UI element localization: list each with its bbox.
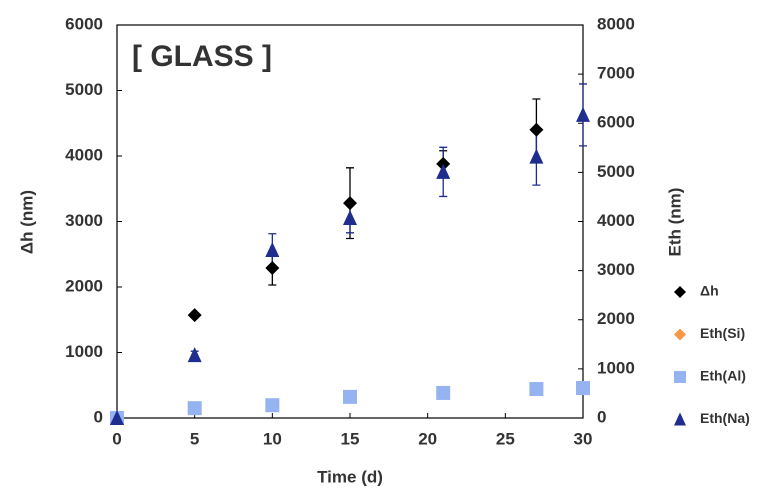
- y2-tick-label: 6000: [597, 113, 635, 132]
- y-tick-label: 1000: [65, 342, 103, 361]
- y2-axis-label: Eth (nm): [665, 188, 684, 257]
- y2-tick-label: 0: [597, 407, 606, 426]
- y-tick-label: 5000: [65, 80, 103, 99]
- marker: [436, 163, 451, 179]
- legend-label: Eth(Na): [700, 410, 750, 426]
- legend-label: Eth(Al): [700, 368, 746, 384]
- x-tick-label: 25: [496, 429, 515, 448]
- marker: [436, 385, 451, 400]
- x-tick-label: 15: [341, 429, 360, 448]
- y2-tick-label: 2000: [597, 309, 635, 328]
- marker: [529, 382, 544, 397]
- legend-marker: [674, 286, 686, 298]
- y2-tick-label: 8000: [597, 14, 635, 33]
- annotation: [ GLASS ]: [132, 40, 272, 73]
- marker: [265, 261, 280, 276]
- legend-label: Eth(Si): [700, 325, 745, 341]
- marker: [187, 308, 202, 323]
- marker: [529, 148, 544, 164]
- y2-tick-label: 1000: [597, 358, 635, 377]
- y-tick-label: 6000: [65, 14, 103, 33]
- x-tick-label: 30: [574, 429, 593, 448]
- y2-tick-label: 3000: [597, 260, 635, 279]
- marker: [110, 410, 124, 425]
- marker: [576, 381, 590, 396]
- y-tick-label: 0: [94, 407, 103, 426]
- marker: [436, 156, 451, 171]
- y2-tick-label: 4000: [597, 211, 635, 230]
- legend-marker: [674, 412, 686, 426]
- y2-tick-label: 7000: [597, 64, 635, 83]
- x-tick-label: 20: [418, 429, 437, 448]
- y-axis-label: Δh (nm): [17, 190, 36, 254]
- marker: [576, 106, 590, 122]
- marker: [265, 398, 280, 413]
- marker: [187, 347, 202, 363]
- marker: [265, 241, 280, 257]
- x-tick-label: 5: [190, 429, 199, 448]
- marker: [187, 401, 202, 416]
- y-tick-label: 3000: [65, 211, 103, 230]
- x-axis-label: Time (d): [317, 467, 383, 486]
- marker: [529, 122, 544, 137]
- y-tick-label: 4000: [65, 145, 103, 164]
- legend-label: Δh: [700, 283, 719, 299]
- x-tick-label: 0: [112, 429, 121, 448]
- marker: [343, 389, 357, 404]
- legend-marker: [674, 371, 686, 383]
- legend-marker: [674, 328, 686, 341]
- y2-tick-label: 5000: [597, 162, 635, 181]
- x-tick-label: 10: [263, 429, 282, 448]
- marker: [343, 210, 357, 226]
- marker: [343, 196, 357, 211]
- y-tick-label: 2000: [65, 276, 103, 295]
